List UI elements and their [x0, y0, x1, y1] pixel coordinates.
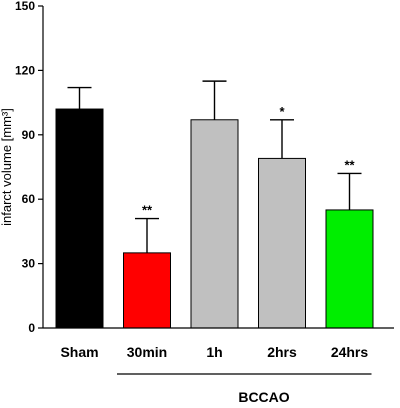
x-tick-label-2hrs: 2hrs	[267, 344, 297, 360]
bar-24hrs	[325, 209, 374, 329]
bar-1h	[190, 119, 239, 329]
significance-24hrs: **	[344, 157, 355, 172]
group-label: BCCAO	[238, 389, 289, 405]
x-tick-label-1h: 1h	[206, 344, 222, 360]
significance-2hrs: *	[279, 104, 285, 119]
y-tick-label-150: 150	[15, 0, 35, 13]
y-tick-label-0: 0	[28, 321, 35, 335]
axes-layer	[38, 5, 394, 375]
bar-30min	[123, 252, 171, 329]
y-axis-label: infarct volume [mm³]	[0, 108, 14, 226]
bar-Sham	[55, 108, 104, 329]
x-tick-label-24hrs: 24hrs	[331, 344, 369, 360]
labels-layer: Sham ** 30min 1h * 2hrs ** 24hrs 0 30 60 90 120 150	[15, 0, 368, 360]
error-bars-layer	[67, 80, 362, 253]
y-tick-label-120: 120	[15, 63, 35, 77]
x-tick-label-Sham: Sham	[60, 344, 98, 360]
y-tick-label-90: 90	[22, 128, 36, 142]
significance-30min: **	[142, 203, 153, 218]
x-tick-label-30min: 30min	[127, 344, 167, 360]
y-tick-label-30: 30	[22, 257, 36, 271]
bar-2hrs	[258, 157, 306, 329]
y-tick-label-60: 60	[22, 192, 36, 206]
bars-layer	[55, 108, 374, 329]
